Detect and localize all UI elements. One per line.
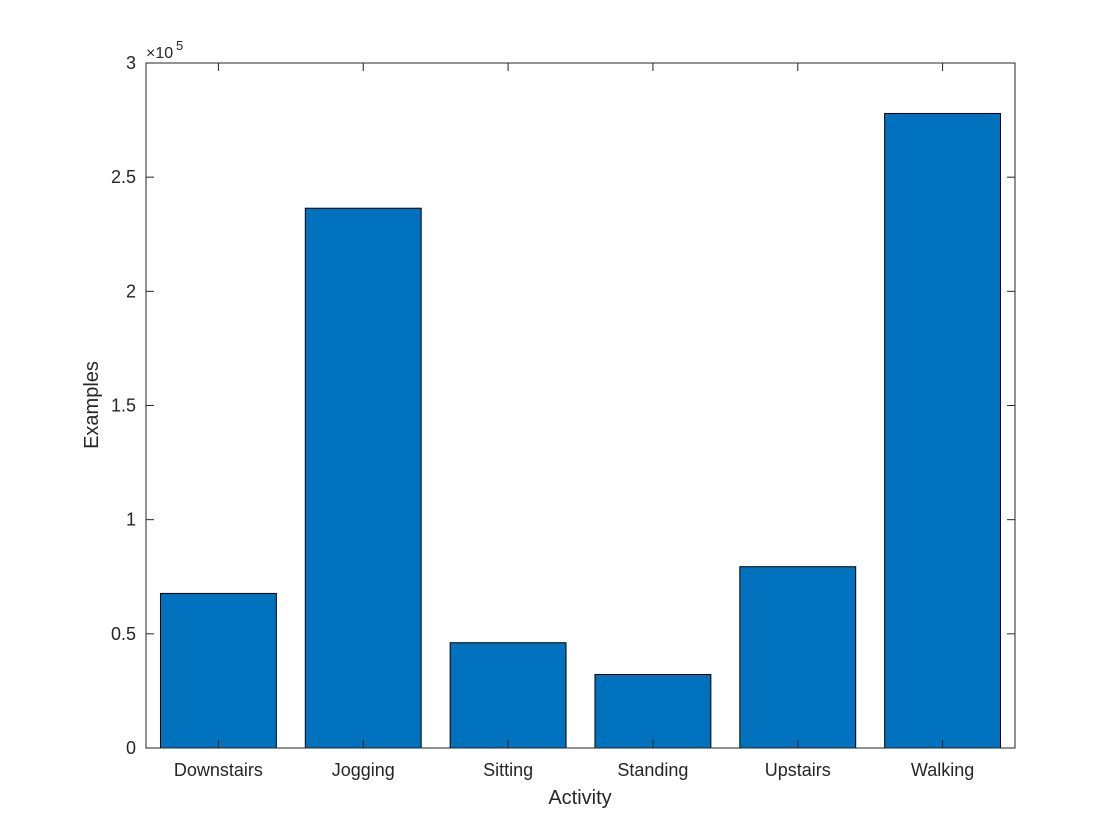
x-tick-labels: Downstairs Jogging Sitting Standing Upstairs… — [174, 760, 974, 780]
x-tick-label: Sitting — [483, 760, 533, 780]
bars-group — [159, 112, 1002, 749]
bar-jogging — [304, 207, 422, 749]
y-tick-label: 2 — [126, 281, 136, 301]
y-axis-label: Examples — [81, 361, 103, 449]
y-tick-label: 0 — [126, 738, 136, 758]
y-tick-label: 1 — [126, 510, 136, 530]
bar-upstairs — [739, 566, 857, 749]
y-tick-label: 0.5 — [111, 624, 136, 644]
bar-downstairs — [159, 592, 277, 749]
ticks-group — [146, 62, 1015, 749]
plot-background — [146, 63, 1015, 748]
y-tick-label: 2.5 — [111, 167, 136, 187]
y-exponent-power: 5 — [176, 38, 183, 53]
x-tick-label: Jogging — [332, 760, 395, 780]
x-tick-label: Upstairs — [765, 760, 831, 780]
x-axis-label: Activity — [548, 787, 611, 809]
bar-sitting — [449, 642, 567, 749]
x-tick-label: Downstairs — [174, 760, 263, 780]
x-tick-label: Walking — [911, 760, 974, 780]
y-tick-label: 3 — [126, 53, 136, 73]
y-tick-label: 1.5 — [111, 396, 136, 416]
bar-walking — [884, 112, 1002, 749]
bar-standing — [594, 673, 712, 749]
y-exponent-base: ×10 — [146, 45, 173, 62]
y-tick-labels: 0 0.5 1 1.5 2 2.5 3 — [111, 53, 136, 758]
x-tick-label: Standing — [617, 760, 688, 780]
